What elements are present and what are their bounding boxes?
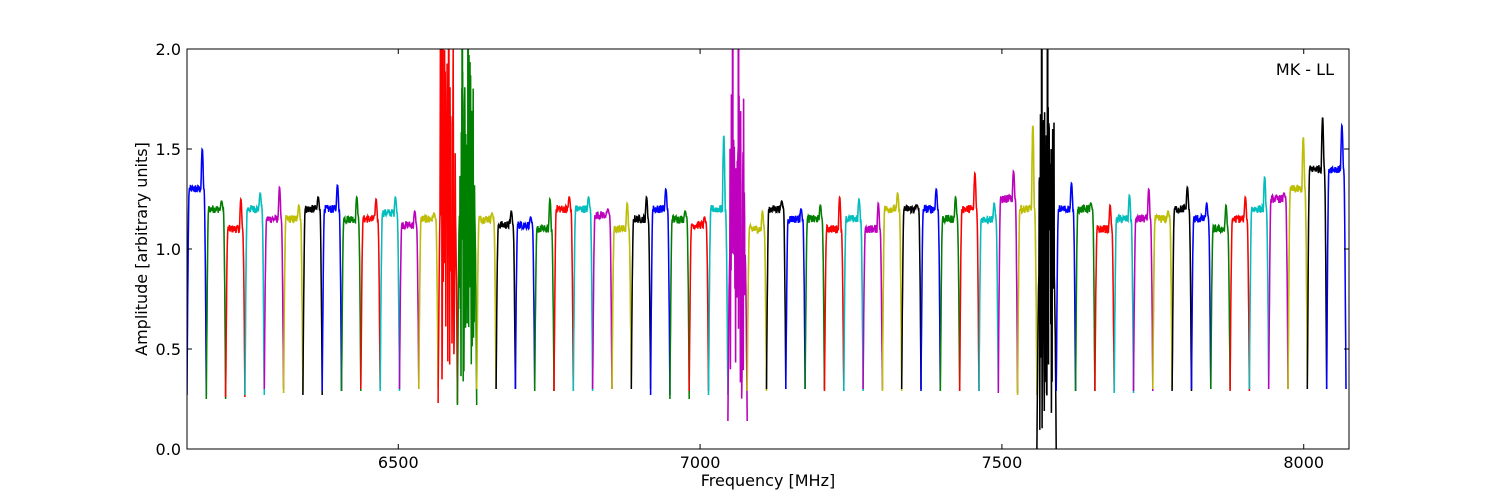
channel-trace — [1074, 202, 1096, 392]
channel-trace — [804, 203, 826, 390]
x-tick-label: 8000 — [1283, 453, 1324, 472]
channel-trace — [1036, 107, 1057, 449]
channel-trace — [688, 216, 710, 392]
channel-trace — [321, 183, 343, 392]
channel-trace — [900, 203, 922, 390]
x-tick-label: 7000 — [680, 453, 721, 472]
channel-trace — [495, 209, 517, 390]
channel-trace-group — [187, 49, 1347, 449]
channel-trace — [920, 187, 942, 392]
channel-trace — [282, 203, 304, 394]
channel-trace — [1248, 175, 1270, 390]
channel-trace — [630, 195, 652, 390]
channel-trace — [572, 195, 594, 392]
channel-trace — [649, 187, 671, 396]
channel-trace — [611, 201, 633, 390]
channel-trace — [244, 191, 266, 396]
channel-trace — [1132, 187, 1154, 392]
channel-trace — [456, 54, 478, 406]
channel-trace — [997, 169, 1019, 394]
channel-trace — [1210, 203, 1231, 390]
channel-trace — [224, 196, 246, 398]
channel-trace — [205, 200, 227, 400]
channel-trace — [843, 197, 864, 392]
channel-trace — [398, 209, 420, 390]
channel-trace — [939, 195, 961, 392]
channel-trace — [1113, 193, 1135, 394]
channel-trace — [1267, 192, 1289, 390]
channel-trace — [187, 147, 208, 396]
channel-trace — [785, 208, 806, 390]
plot-annotation: MK - LL — [1276, 60, 1334, 79]
y-tick-label: 0.0 — [156, 440, 181, 459]
channel-trace — [1325, 122, 1347, 390]
y-tick-label: 0.5 — [156, 340, 181, 359]
channel-trace — [263, 185, 285, 390]
x-tick-label: 6500 — [378, 453, 419, 472]
channel-trace — [881, 191, 903, 392]
channel-trace — [475, 212, 497, 390]
channel-trace — [1094, 203, 1115, 392]
channel-trace — [1287, 137, 1309, 390]
y-tick-label: 1.0 — [156, 240, 181, 259]
y-tick-label: 1.5 — [156, 140, 181, 159]
channel-trace — [823, 195, 845, 392]
x-axis: 6500 7000 7500 8000 — [378, 49, 1324, 472]
channel-trace — [340, 195, 362, 392]
channel-trace — [591, 208, 613, 390]
channel-trace — [553, 195, 575, 392]
x-axis-label: Frequency [MHz] — [701, 471, 835, 490]
channel-trace — [533, 196, 555, 392]
channel-trace — [418, 212, 439, 390]
y-axis: 0.0 0.5 1.0 1.5 2.0 — [156, 40, 1349, 459]
channel-trace — [437, 49, 459, 404]
channel-trace — [669, 210, 690, 400]
channel-trace — [1055, 181, 1077, 392]
channel-trace — [302, 195, 323, 396]
channel-trace — [978, 201, 1000, 392]
channel-trace — [765, 200, 787, 390]
channel-trace — [1016, 125, 1038, 396]
channel-trace — [862, 201, 884, 390]
channel-trace — [746, 209, 768, 392]
channel-trace — [1171, 185, 1193, 392]
channel-trace — [1229, 195, 1251, 392]
channel-trace — [1306, 117, 1328, 390]
channel-trace — [514, 216, 536, 390]
channel-trace — [707, 135, 729, 396]
channel-trace — [1152, 210, 1173, 390]
y-axis-label: Amplitude [arbitrary units] — [132, 142, 151, 356]
channel-trace — [958, 170, 980, 392]
channel-trace — [360, 197, 381, 390]
channel-trace — [1190, 201, 1212, 390]
y-tick-label: 2.0 — [156, 40, 181, 59]
x-tick-label: 7500 — [982, 453, 1023, 472]
channel-trace — [379, 195, 401, 392]
